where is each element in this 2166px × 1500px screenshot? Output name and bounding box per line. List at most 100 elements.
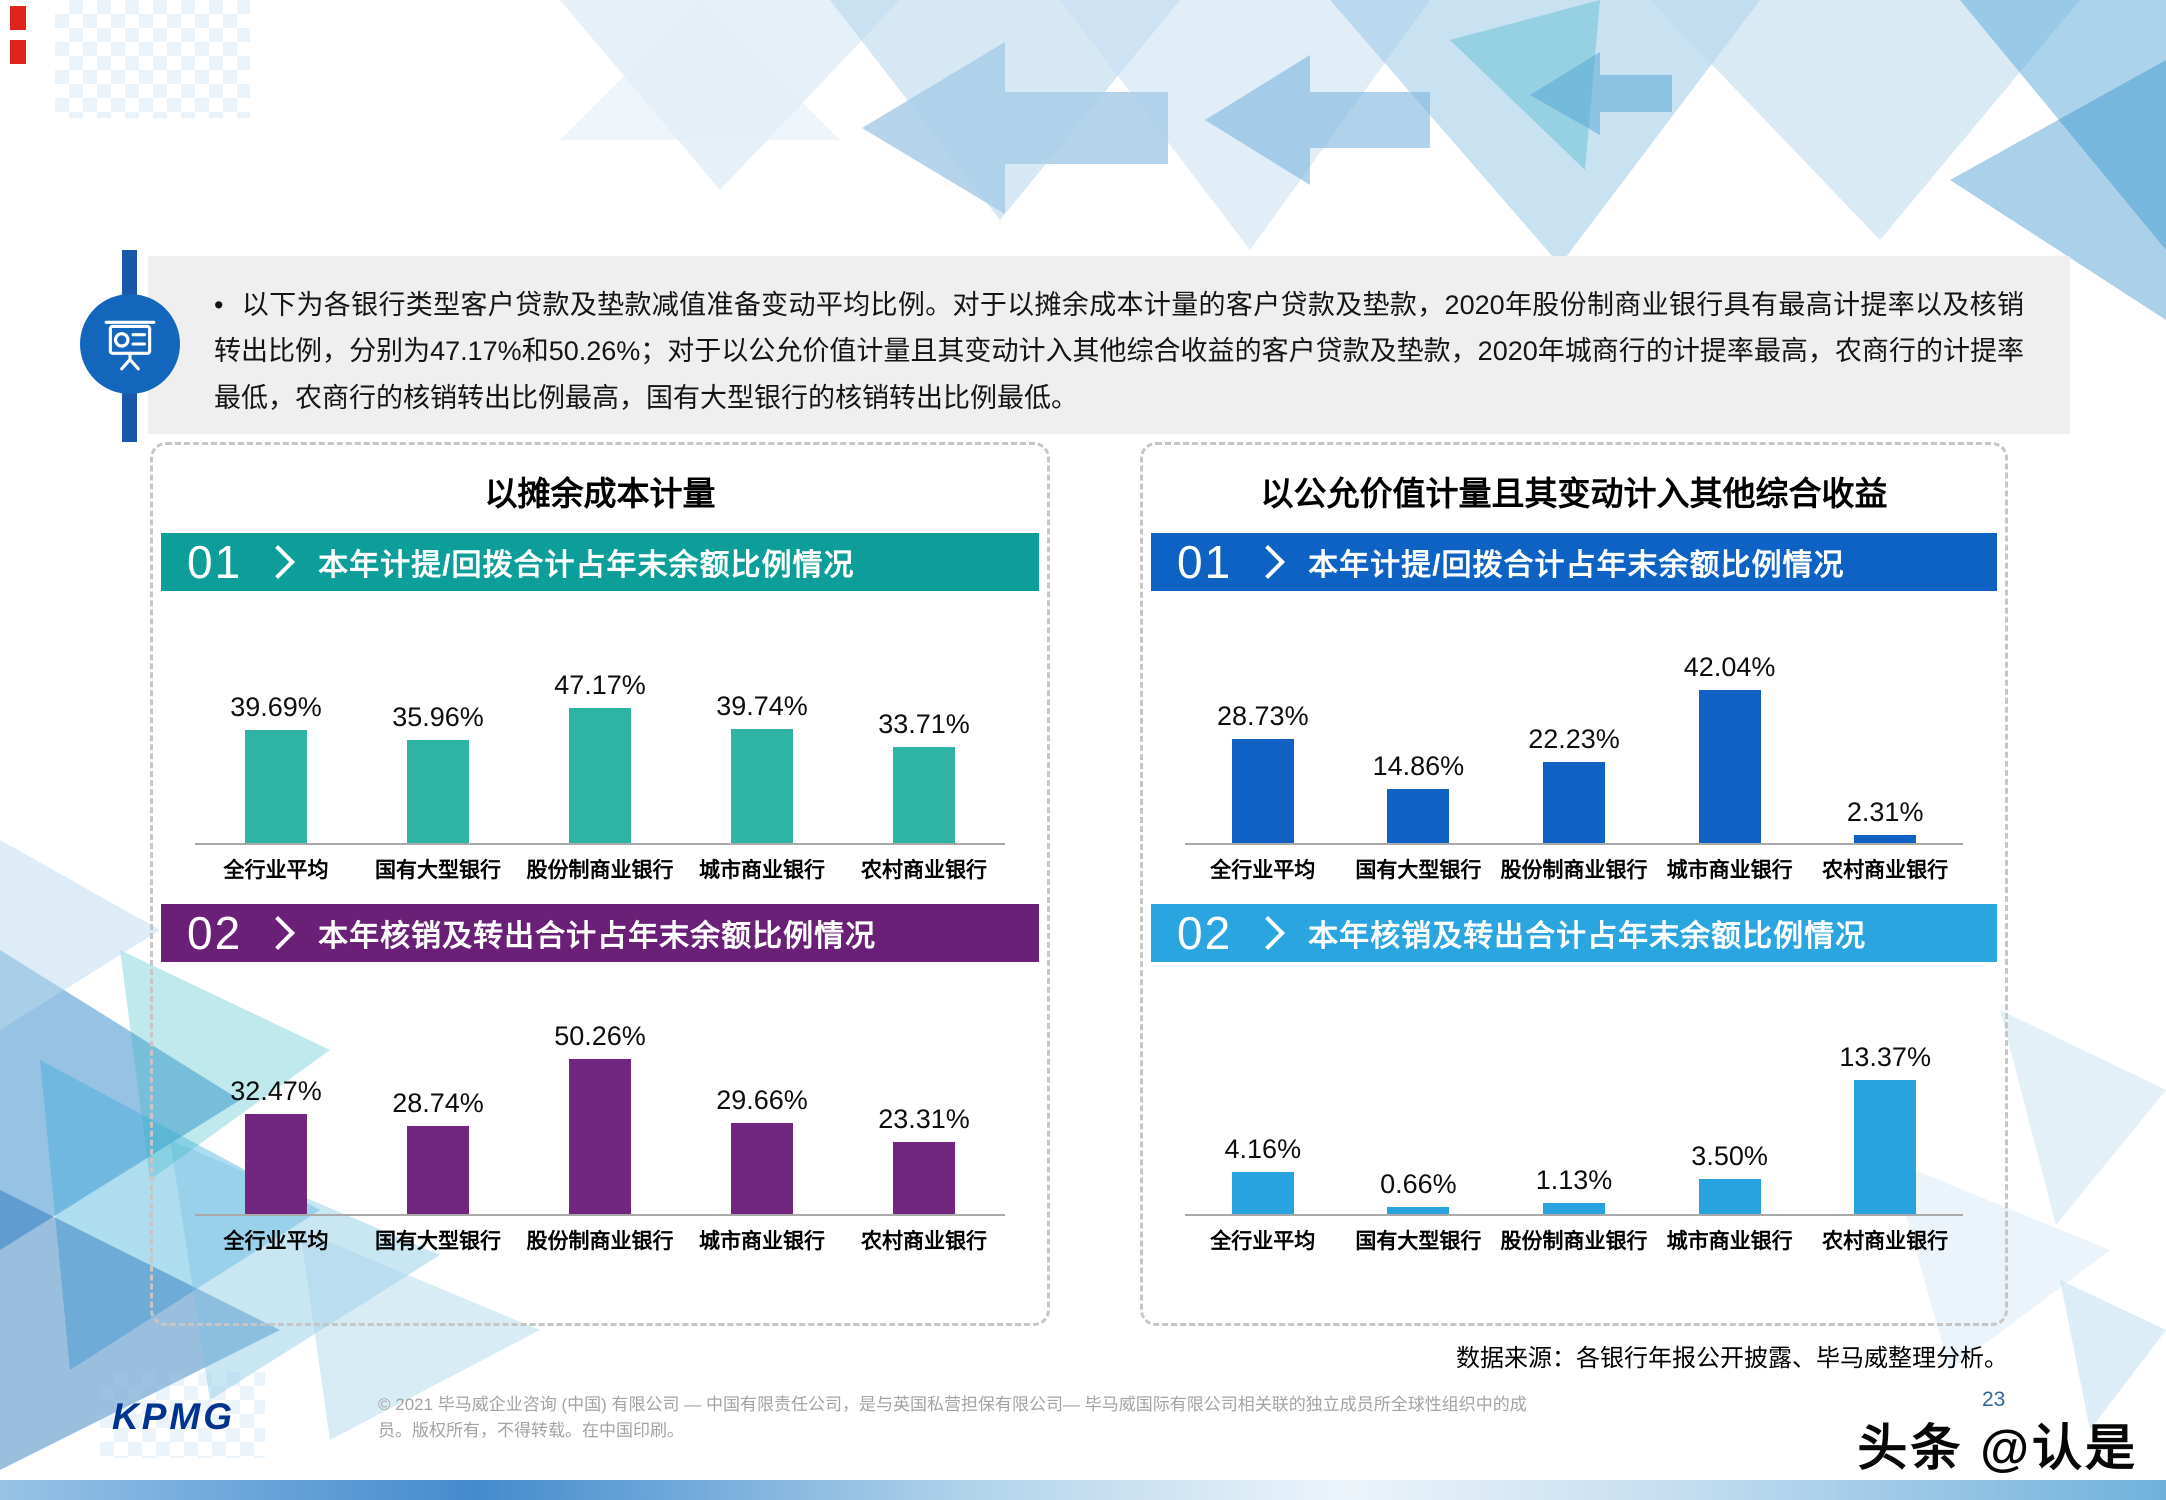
bar-value-label: 2.31% bbox=[1846, 796, 1924, 827]
bar-value-label: 4.16% bbox=[1224, 1134, 1302, 1165]
bar bbox=[1231, 738, 1294, 843]
bar-value-label: 13.37% bbox=[1839, 1042, 1931, 1073]
bar-column: 50.26% bbox=[519, 1021, 681, 1214]
bar bbox=[893, 746, 955, 843]
bar-column: 3.50% bbox=[1652, 1141, 1808, 1214]
category-label: 股份制商业银行 bbox=[526, 859, 674, 882]
bar-column: 13.37% bbox=[1807, 1042, 1963, 1214]
chevron-right-icon bbox=[1251, 916, 1286, 950]
bar-value-label: 29.66% bbox=[716, 1084, 808, 1115]
bar-column: 39.74% bbox=[681, 691, 843, 843]
bar-column: 32.47% bbox=[195, 1076, 357, 1214]
summary-note-box: • 以下为各银行类型客户贷款及垫款减值准备变动平均比例。对于以摊余成本计量的客户贷… bbox=[148, 256, 2070, 434]
section-number: 01 bbox=[187, 536, 243, 588]
bar-column: 23.31% bbox=[843, 1104, 1005, 1214]
copyright-line-1: © 2021 毕马威企业咨询 (中国) 有限公司 — 中国有限责任公司，是与英国… bbox=[378, 1395, 1527, 1414]
bar-column: 39.69% bbox=[195, 692, 357, 843]
bar-value-label: 28.73% bbox=[1217, 700, 1309, 731]
bar-value-label: 0.66% bbox=[1380, 1169, 1457, 1200]
bar bbox=[1854, 1080, 1917, 1214]
bar-column: 29.66% bbox=[681, 1085, 843, 1214]
bar-value-label: 1.13% bbox=[1535, 1164, 1613, 1195]
panel-amortized-cost: 以摊余成本计量 01 本年计提/回拨合计占年末余额比例情况 39.69% 35.9… bbox=[150, 442, 1050, 1326]
bar-column: 28.73% bbox=[1185, 701, 1341, 843]
category-label: 股份制商业银行 bbox=[526, 1230, 674, 1253]
category-label: 农村商业银行 bbox=[1822, 1230, 1949, 1253]
checker-pattern-top bbox=[55, 0, 250, 118]
bar bbox=[245, 729, 307, 843]
category-axis: 全行业平均 国有大型银行 股份制商业银行 城市商业银行 农村商业银行 bbox=[195, 1225, 1005, 1269]
bar bbox=[1387, 788, 1450, 843]
bar-column: 22.23% bbox=[1496, 724, 1652, 843]
red-mark-bottom bbox=[10, 40, 26, 64]
page-number: 23 bbox=[1982, 1388, 2006, 1411]
category-label: 股份制商业银行 bbox=[1500, 859, 1648, 882]
category-label: 国有大型银行 bbox=[1355, 859, 1482, 882]
bar-column: 28.74% bbox=[357, 1088, 519, 1214]
chevron-right-icon bbox=[261, 916, 296, 950]
bar-value-label: 33.71% bbox=[878, 708, 970, 739]
bar-value-label: 39.74% bbox=[716, 691, 808, 722]
bar-column: 0.66% bbox=[1341, 1169, 1497, 1214]
category-label: 农村商业银行 bbox=[861, 859, 987, 882]
category-label: 城市商业银行 bbox=[699, 1230, 825, 1253]
bar-value-label: 23.31% bbox=[878, 1104, 970, 1135]
copyright-line-2: 员。版权所有，不得转载。在中国印刷。 bbox=[378, 1421, 684, 1441]
bar-chart-amortized-provision: 39.69% 35.96% 47.17% 39.74% 33.71% 全行业平均 国有大型银… bbox=[161, 591, 1039, 898]
bar bbox=[731, 729, 793, 843]
bar-value-label: 32.47% bbox=[230, 1076, 322, 1107]
bar-value-label: 47.17% bbox=[554, 670, 646, 701]
section-header-writeoff: 02 本年核销及转出合计占年末余额比例情况 bbox=[161, 904, 1039, 962]
bar bbox=[569, 1059, 631, 1214]
section-header-provision: 01 本年计提/回拨合计占年末余额比例情况 bbox=[161, 533, 1039, 591]
category-label: 国有大型银行 bbox=[375, 859, 501, 882]
bar-chart-fvoci-writeoff: 4.16% 0.66% 1.13% 3.50% 13.37% 全行业平均 国有大型银行 股份制… bbox=[1151, 962, 1997, 1269]
bar bbox=[893, 1142, 955, 1214]
section-number: 01 bbox=[1177, 536, 1233, 588]
bar bbox=[1542, 762, 1605, 843]
panel-title: 以摊余成本计量 bbox=[484, 475, 716, 512]
bar bbox=[1698, 1179, 1761, 1214]
bar-column: 4.16% bbox=[1185, 1134, 1341, 1214]
red-mark-top bbox=[10, 6, 26, 30]
category-label: 全行业平均 bbox=[1210, 859, 1316, 882]
bar bbox=[1542, 1202, 1605, 1214]
bullet-glyph: • bbox=[214, 290, 224, 320]
bar bbox=[1231, 1172, 1294, 1214]
section-number: 02 bbox=[1177, 907, 1233, 959]
category-label: 全行业平均 bbox=[1210, 1230, 1316, 1253]
bar bbox=[245, 1114, 307, 1214]
bar-plot-area: 39.69% 35.96% 47.17% 39.74% 33.71% bbox=[195, 597, 1005, 845]
section-header-writeoff: 02 本年核销及转出合计占年末余额比例情况 bbox=[1151, 904, 1997, 962]
bar-value-label: 22.23% bbox=[1528, 724, 1620, 755]
kpmg-logo: KPMG bbox=[112, 1396, 235, 1437]
category-label: 城市商业银行 bbox=[1666, 859, 1793, 882]
bar-value-label: 14.86% bbox=[1372, 750, 1465, 781]
category-label: 国有大型银行 bbox=[1355, 1230, 1482, 1253]
category-label: 城市商业银行 bbox=[699, 859, 825, 882]
section-label: 本年核销及转出合计占年末余额比例情况 bbox=[1308, 920, 1867, 953]
data-source-note: 数据来源：各银行年报公开披露、毕马威整理分析。 bbox=[1456, 1345, 2008, 1372]
category-axis: 全行业平均 国有大型银行 股份制商业银行 城市商业银行 农村商业银行 bbox=[1185, 1225, 1963, 1269]
bar bbox=[731, 1122, 793, 1214]
section-label: 本年计提/回拨合计占年末余额比例情况 bbox=[1308, 549, 1845, 582]
bar-value-label: 50.26% bbox=[554, 1021, 646, 1052]
presentation-icon bbox=[80, 294, 180, 394]
bar bbox=[407, 740, 469, 843]
panel-fvoci: 以公允价值计量且其变动计入其他综合收益 01 本年计提/回拨合计占年末余额比例情… bbox=[1140, 442, 2008, 1326]
bar-plot-area: 4.16% 0.66% 1.13% 3.50% 13.37% bbox=[1185, 968, 1963, 1216]
chevron-right-icon bbox=[261, 545, 296, 579]
bar bbox=[569, 708, 631, 843]
category-label: 农村商业银行 bbox=[861, 1230, 987, 1253]
bar-column: 14.86% bbox=[1341, 751, 1497, 843]
bar-chart-fvoci-provision: 28.73% 14.86% 22.23% 42.04% 2.31% 全行业平均 国有大型银行… bbox=[1151, 591, 1997, 898]
summary-note-text: • 以下为各银行类型客户贷款及垫款减值准备变动平均比例。对于以摊余成本计量的客户贷… bbox=[214, 282, 2024, 421]
checker-pattern-logo bbox=[100, 1372, 265, 1458]
chevron-right-icon bbox=[1251, 545, 1286, 579]
category-label: 股份制商业银行 bbox=[1500, 1230, 1648, 1253]
bar bbox=[1698, 690, 1761, 843]
bar-value-label: 42.04% bbox=[1683, 652, 1776, 683]
category-axis: 全行业平均 国有大型银行 股份制商业银行 城市商业银行 农村商业银行 bbox=[195, 854, 1005, 898]
bar-plot-area: 28.73% 14.86% 22.23% 42.04% 2.31% bbox=[1185, 597, 1963, 845]
